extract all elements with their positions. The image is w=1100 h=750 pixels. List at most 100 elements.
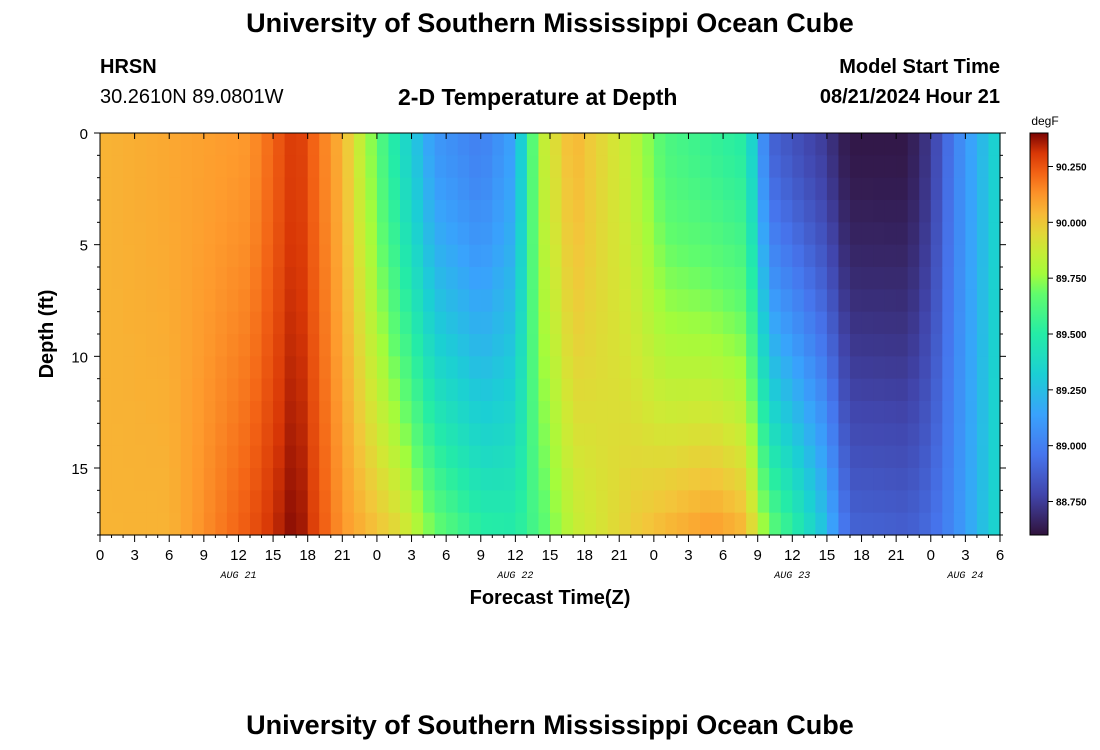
heatmap-cell (492, 512, 505, 536)
heatmap-cell (665, 311, 678, 335)
heatmap-cell (873, 177, 886, 201)
heatmap-cell (284, 401, 297, 424)
heatmap-cell (215, 334, 228, 357)
heatmap-cell (861, 133, 874, 156)
heatmap-cell (873, 311, 886, 335)
heatmap-cell (584, 177, 597, 201)
heatmap-cell (884, 244, 897, 268)
heatmap-cell (584, 267, 597, 290)
heatmap-cell (146, 512, 159, 536)
heatmap-cell (896, 177, 909, 201)
heatmap-cell (215, 401, 228, 424)
heatmap-cell (930, 468, 943, 491)
heatmap-cell (111, 200, 124, 223)
heatmap-cell (873, 222, 886, 246)
heatmap-cell (123, 155, 136, 179)
heatmap-cell (307, 133, 320, 156)
heatmap-cell (873, 334, 886, 357)
heatmap-cell (584, 378, 597, 402)
heatmap-cell (942, 445, 955, 469)
heatmap-cell (261, 356, 274, 380)
heatmap-cell (746, 289, 759, 313)
heatmap-cell (284, 490, 297, 514)
heatmap-cell (261, 401, 274, 424)
heatmap-cell (907, 222, 920, 246)
heatmap-cell (215, 311, 228, 335)
heatmap-cell (965, 133, 978, 156)
x-tick-label: 18 (576, 547, 593, 564)
heatmap-cell (665, 155, 678, 179)
heatmap-cell (676, 200, 690, 223)
heatmap-cell (492, 378, 505, 402)
heatmap-cell (861, 512, 874, 536)
heatmap-cell (573, 423, 586, 447)
y-tick-label: 15 (71, 461, 88, 478)
heatmap-cell (850, 445, 863, 469)
heatmap-cell (100, 133, 113, 156)
heatmap-cell (111, 334, 124, 357)
heatmap-cell (919, 155, 932, 179)
heatmap-cell (100, 378, 113, 402)
heatmap-cell (619, 244, 632, 268)
heatmap-cell (711, 356, 724, 380)
heatmap-cell (400, 289, 413, 313)
heatmap-cell (296, 177, 309, 201)
heatmap-cell (700, 311, 713, 335)
heatmap-cell (965, 155, 978, 179)
heatmap-cell (307, 177, 320, 201)
heatmap-cell (123, 200, 136, 223)
heatmap-cell (526, 289, 540, 313)
heatmap-cell (411, 289, 424, 313)
heatmap-cell (515, 177, 528, 201)
heatmap-cell (746, 490, 759, 514)
heatmap-cell (919, 490, 932, 514)
heatmap-cell (642, 289, 655, 313)
heatmap-cell (746, 468, 759, 491)
heatmap-cell (342, 401, 355, 424)
heatmap-cell (192, 423, 205, 447)
heatmap-cell (400, 334, 413, 357)
heatmap-cell (538, 512, 551, 536)
x-date-label: AUG 21 (219, 571, 256, 582)
heatmap-cell (319, 200, 332, 223)
heatmap-cell (803, 222, 816, 246)
heatmap-cell (700, 468, 713, 491)
heatmap-cell (457, 445, 470, 469)
heatmap-cell (711, 133, 724, 156)
heatmap-cell (861, 401, 874, 424)
heatmap-cell (284, 155, 297, 179)
heatmap-cell (169, 244, 182, 268)
heatmap-cell (307, 401, 320, 424)
heatmap-cell (723, 177, 736, 201)
heatmap-cell (596, 177, 609, 201)
heatmap-cell (792, 378, 805, 402)
heatmap-cell (446, 356, 459, 380)
heatmap-cell (480, 267, 493, 290)
heatmap-cell (503, 155, 516, 179)
heatmap-cell (619, 155, 632, 179)
heatmap-cell (688, 311, 701, 335)
heatmap-cell (169, 311, 182, 335)
heatmap-cell (930, 177, 943, 201)
heatmap-cell (803, 244, 816, 268)
heatmap-cell (596, 423, 609, 447)
heatmap-cell (492, 468, 505, 491)
heatmap-cell (838, 512, 851, 536)
heatmap-cell (434, 512, 447, 536)
heatmap-cell (480, 445, 493, 469)
heatmap-cell (503, 468, 516, 491)
heatmap-cell (688, 289, 701, 313)
heatmap-cell (596, 490, 609, 514)
heatmap-cell (873, 423, 886, 447)
heatmap-cell (561, 490, 574, 514)
heatmap-cell (307, 200, 320, 223)
heatmap-cell (884, 222, 897, 246)
heatmap-cell (676, 445, 690, 469)
heatmap-cell (469, 267, 482, 290)
heatmap-cell (192, 289, 205, 313)
x-tick-label: 21 (611, 547, 628, 564)
heatmap-cell (307, 490, 320, 514)
heatmap-cell (584, 423, 597, 447)
heatmap-cell (630, 401, 643, 424)
heatmap-cell (769, 334, 782, 357)
